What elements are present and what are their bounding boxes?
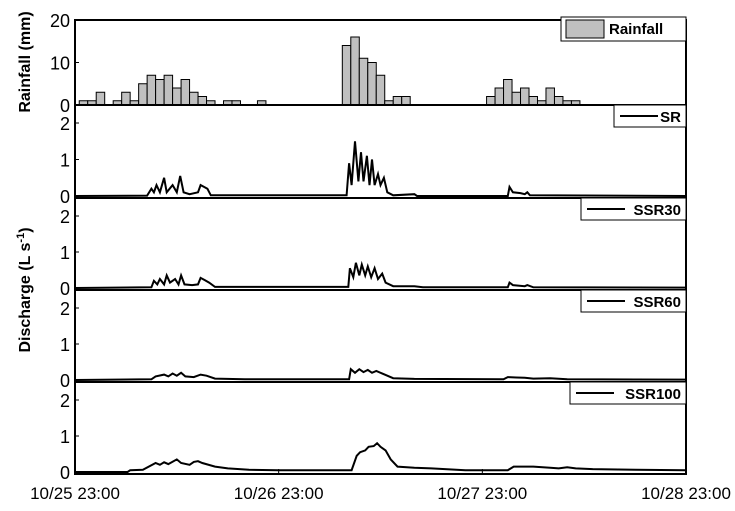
- rainfall-bar: [545, 87, 555, 106]
- discharge-y-tick-label: 1: [60, 335, 70, 355]
- rainfall-bar: [121, 91, 131, 106]
- rainfall-bar: [138, 83, 148, 106]
- discharge-y-tick-label: 1: [60, 243, 70, 263]
- rainfall-bar: [95, 91, 106, 106]
- series-line-ssr100: [75, 441, 687, 473]
- rainfall-bar: [511, 91, 522, 106]
- rainfall-y-tick-label: 0: [60, 96, 70, 116]
- rainfall-y-axis-title: Rainfall (mm): [17, 11, 34, 112]
- rainfall-y-tick-label: 10: [50, 54, 70, 74]
- rainfall-bar: [520, 87, 530, 106]
- discharge-y-tick-label: 1: [60, 427, 70, 447]
- discharge-y-tick-label: 0: [60, 463, 70, 483]
- series-line-ssr30: [74, 260, 687, 289]
- x-tick-label: 10/25 23:00: [30, 484, 120, 503]
- discharge-y-tick-label: 0: [60, 187, 70, 207]
- x-tick-label: 10/26 23:00: [234, 484, 324, 503]
- x-tick-label: 10/28 23:00: [641, 484, 731, 503]
- rainfall-bar: [486, 96, 496, 106]
- rainfall-bar: [163, 74, 174, 106]
- rainfall-bar: [553, 96, 564, 106]
- rainfall-bar: [189, 91, 199, 106]
- discharge-y-tick-label: 2: [60, 391, 70, 411]
- legend-box-ssr100: [569, 381, 687, 405]
- x-tick-label: 10/27 23:00: [437, 484, 527, 503]
- discharge-y-tick-label: 2: [60, 299, 70, 319]
- rainfall-bar: [392, 96, 403, 106]
- legend-label-ssr100: SSR100: [625, 386, 681, 403]
- series-line-ssr60: [74, 367, 687, 381]
- legend-label-sr: SR: [660, 109, 681, 126]
- discharge-y-tick-label: 2: [60, 207, 70, 227]
- rainfall-bar: [341, 45, 352, 106]
- rainfall-bar: [528, 96, 538, 106]
- discharge-y-tick-label: 0: [60, 279, 70, 299]
- rainfall-bar: [401, 96, 411, 106]
- legend-label-ssr60: SSR60: [633, 294, 681, 311]
- discharge-y-tick-label: 0: [60, 371, 70, 391]
- series-line-sr: [74, 141, 687, 197]
- rainfall-bar: [503, 79, 513, 106]
- rainfall-y-tick-label: 20: [50, 11, 70, 31]
- rainfall-bar: [494, 87, 505, 106]
- rainfall-bar: [155, 79, 165, 106]
- rainfall-bar: [146, 74, 157, 106]
- rainfall-legend-swatch: [565, 19, 605, 39]
- discharge-y-tick-label: 2: [60, 114, 70, 134]
- rainfall-bar: [172, 87, 182, 106]
- discharge-panel-frame: [74, 381, 687, 475]
- rainfall-bar: [367, 62, 377, 106]
- legend-box-ssr60: [580, 289, 687, 313]
- discharge-y-axis-title: Discharge (L s-1): [15, 227, 34, 352]
- rainfall-bar: [358, 57, 369, 106]
- discharge-y-tick-label: 1: [60, 151, 70, 171]
- legend-label-ssr30: SSR30: [633, 202, 681, 219]
- rainfall-bar: [180, 79, 191, 106]
- rainfall-bar: [375, 74, 386, 106]
- rainfall-legend-label: Rainfall: [609, 21, 663, 38]
- rainfall-bar: [197, 96, 208, 106]
- rainfall-bar: [350, 36, 360, 106]
- legend-box-ssr30: [580, 197, 687, 221]
